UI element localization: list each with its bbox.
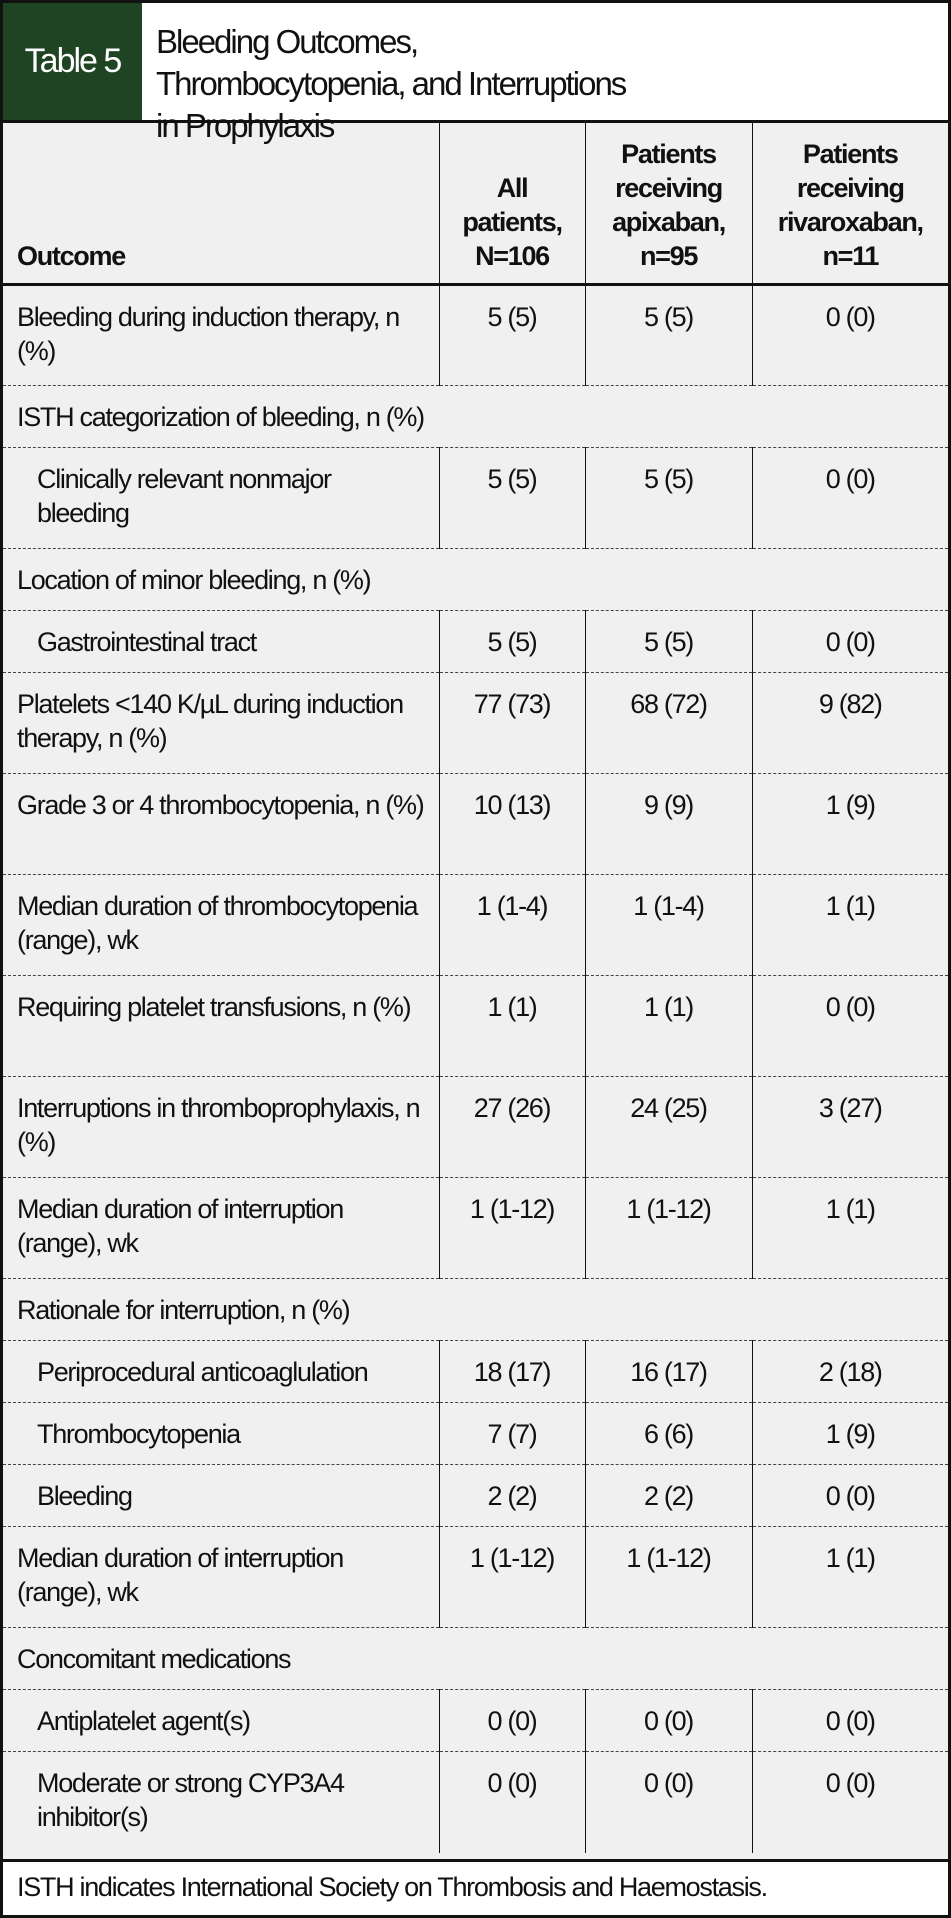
table-row: Antiplatelet agent(s) 0 (0) 0 (0) 0 (0) (3, 1689, 948, 1752)
table-row: Requiring platelet transfusions, n (%) 1 … (3, 975, 948, 1077)
row-label: Requiring platelet transfusions, n (%) (3, 975, 439, 1077)
row-label: ISTH categorization of bleeding, n (%) (3, 385, 948, 448)
row-label: Interruptions in thromboprophylaxis, n (… (3, 1076, 439, 1178)
row-label: Thrombocytopenia (3, 1402, 439, 1465)
table-title-bar: Table 5 Bleeding Outcomes, Thrombocytope… (3, 3, 948, 144)
row-label: Median duration of thrombocytopenia (ran… (3, 874, 439, 976)
cell-apixaban: 1 (1-12) (584, 1177, 752, 1279)
cell-rivaroxaban: 9 (82) (751, 672, 948, 774)
cell-all-patients: 1 (1) (438, 975, 585, 1077)
table-row: Periprocedural anticoaglulation 18 (17) 16… (3, 1340, 948, 1403)
cell-rivaroxaban: 2 (18) (751, 1340, 948, 1403)
cell-apixaban: 5 (5) (584, 447, 752, 549)
cell-all-patients: 0 (0) (438, 1751, 585, 1853)
cell-rivaroxaban: 0 (0) (751, 975, 948, 1077)
table-row: Platelets <140 K/µL during induction the… (3, 672, 948, 774)
cell-all-patients: 1 (1-4) (438, 874, 585, 976)
cell-all-patients: 2 (2) (438, 1464, 585, 1527)
cell-apixaban: 5 (5) (584, 284, 752, 386)
section-row: ISTH categorization of bleeding, n (%) (3, 385, 948, 448)
row-label: Platelets <140 K/µL during induction the… (3, 672, 439, 774)
row-label: Median duration of interruption (range),… (3, 1526, 439, 1628)
cell-rivaroxaban: 0 (0) (751, 1689, 948, 1752)
cell-rivaroxaban: 1 (1) (751, 874, 948, 976)
cell-all-patients: 10 (13) (438, 773, 585, 875)
row-label: Clinically relevant nonmajor bleeding (3, 447, 439, 549)
cell-all-patients: 18 (17) (438, 1340, 585, 1403)
cell-all-patients: 7 (7) (438, 1402, 585, 1465)
cell-rivaroxaban: 0 (0) (751, 1751, 948, 1853)
table-row: Bleeding 2 (2) 2 (2) 0 (0) (3, 1464, 948, 1527)
cell-apixaban: 6 (6) (584, 1402, 752, 1465)
cell-apixaban: 24 (25) (584, 1076, 752, 1178)
table-row: Moderate or strong CYP3A4 inhibitor(s) 0 … (3, 1751, 948, 1853)
row-label: Concomitant medications (3, 1627, 948, 1690)
row-label: Bleeding (3, 1464, 439, 1527)
table-row: Clinically relevant nonmajor bleeding 5 (… (3, 447, 948, 549)
header-row: Outcome All patients, N=106 Patients rec… (3, 123, 948, 286)
table-row: Bleeding during induction therapy, n (%)… (3, 284, 948, 386)
footnote: ISTH indicates International Society on … (3, 1859, 948, 1915)
cell-all-patients: 5 (5) (438, 447, 585, 549)
section-row: Concomitant medications (3, 1627, 948, 1690)
cell-rivaroxaban: 0 (0) (751, 1464, 948, 1527)
row-label: Location of minor bleeding, n (%) (3, 548, 948, 611)
cell-all-patients: 0 (0) (438, 1689, 585, 1752)
cell-all-patients: 27 (26) (438, 1076, 585, 1178)
table-row: Median duration of interruption (range),… (3, 1177, 948, 1279)
row-label: Gastrointestinal tract (3, 610, 439, 673)
outcomes-table: Outcome All patients, N=106 Patients rec… (3, 123, 948, 1853)
cell-rivaroxaban: 0 (0) (751, 610, 948, 673)
cell-all-patients: 77 (73) (438, 672, 585, 774)
table-row: Thrombocytopenia 7 (7) 6 (6) 1 (9) (3, 1402, 948, 1465)
cell-rivaroxaban: 1 (9) (751, 1402, 948, 1465)
cell-all-patients: 5 (5) (438, 610, 585, 673)
row-label: Bleeding during induction therapy, n (%) (3, 284, 439, 386)
cell-apixaban: 0 (0) (584, 1689, 752, 1752)
cell-apixaban: 5 (5) (584, 610, 752, 673)
table-row: Grade 3 or 4 thrombocytopenia, n (%) 10 (… (3, 773, 948, 875)
row-label: Median duration of interruption (range),… (3, 1177, 439, 1279)
cell-apixaban: 16 (17) (584, 1340, 752, 1403)
header-outcome: Outcome (3, 123, 439, 286)
cell-apixaban: 0 (0) (584, 1751, 752, 1853)
row-label: Antiplatelet agent(s) (3, 1689, 439, 1752)
row-label: Grade 3 or 4 thrombocytopenia, n (%) (3, 773, 439, 875)
table-row: Interruptions in thromboprophylaxis, n (… (3, 1076, 948, 1178)
cell-apixaban: 1 (1) (584, 975, 752, 1077)
cell-apixaban: 2 (2) (584, 1464, 752, 1527)
cell-apixaban: 1 (1-4) (584, 874, 752, 976)
table-title: Bleeding Outcomes, Thrombocytopenia, and… (156, 23, 627, 144)
cell-rivaroxaban: 0 (0) (751, 447, 948, 549)
cell-apixaban: 9 (9) (584, 773, 752, 875)
cell-all-patients: 1 (1-12) (438, 1526, 585, 1628)
row-label: Periprocedural anticoaglulation (3, 1340, 439, 1403)
section-row: Rationale for interruption, n (%) (3, 1278, 948, 1341)
header-apixaban: Patients receiving apixaban, n=95 (584, 123, 752, 286)
table-row: Median duration of thrombocytopenia (ran… (3, 874, 948, 976)
cell-all-patients: 1 (1-12) (438, 1177, 585, 1279)
cell-all-patients: 5 (5) (438, 284, 585, 386)
cell-apixaban: 68 (72) (584, 672, 752, 774)
cell-apixaban: 1 (1-12) (584, 1526, 752, 1628)
cell-rivaroxaban: 1 (1) (751, 1177, 948, 1279)
row-label: Moderate or strong CYP3A4 inhibitor(s) (3, 1751, 439, 1853)
row-label: Rationale for interruption, n (%) (3, 1278, 948, 1341)
table-row: Median duration of interruption (range),… (3, 1526, 948, 1628)
cell-rivaroxaban: 0 (0) (751, 284, 948, 386)
table-number-tag: Table 5 (3, 3, 142, 120)
header-all-patients: All patients, N=106 (438, 123, 585, 286)
table-row: Gastrointestinal tract 5 (5) 5 (5) 0 (0) (3, 610, 948, 673)
section-row: Location of minor bleeding, n (%) (3, 548, 948, 611)
cell-rivaroxaban: 1 (9) (751, 773, 948, 875)
header-rivaroxaban: Patients receiving rivaroxaban, n=11 (751, 123, 948, 286)
cell-rivaroxaban: 1 (1) (751, 1526, 948, 1628)
cell-rivaroxaban: 3 (27) (751, 1076, 948, 1178)
